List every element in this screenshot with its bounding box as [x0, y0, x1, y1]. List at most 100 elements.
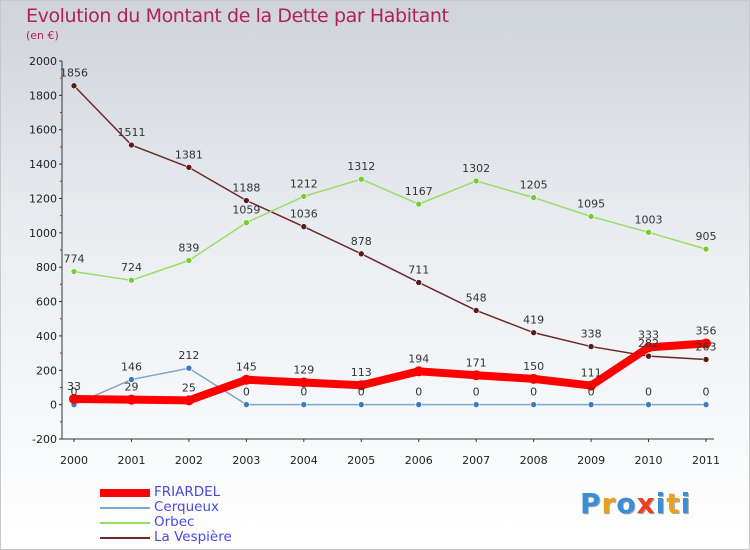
data-point [645, 352, 652, 360]
data-label: 338 [581, 328, 602, 341]
logo-letter: t [666, 487, 681, 520]
x-tick-label: 2004 [290, 454, 318, 467]
legend-label: FRIARDEL [154, 484, 221, 500]
data-point [356, 380, 367, 391]
data-label: 263 [696, 340, 717, 353]
data-point [183, 395, 194, 406]
data-label: 146 [121, 361, 142, 374]
data-point [587, 343, 595, 350]
data-point [530, 329, 537, 336]
x-tick-label: 2002 [175, 454, 203, 467]
data-point [300, 223, 308, 230]
logo-letter: r [601, 487, 617, 520]
data-point [357, 401, 365, 408]
series-line-2 [73, 178, 707, 281]
x-tick-label: 2006 [405, 454, 433, 467]
data-label: 145 [236, 361, 257, 374]
data-label: 0 [415, 386, 422, 399]
data-point [587, 213, 595, 220]
data-label: 1302 [462, 162, 490, 175]
data-point [586, 380, 597, 391]
data-point [70, 268, 78, 275]
data-point [413, 366, 424, 377]
data-point [300, 193, 308, 200]
data-label: 724 [121, 261, 142, 274]
x-tick-label: 2001 [117, 454, 145, 467]
y-tick-label: 0 [50, 399, 57, 412]
data-label: 548 [466, 291, 487, 304]
logo-letter: x [636, 487, 656, 520]
y-tick-label: 600 [36, 296, 57, 309]
data-point [528, 373, 539, 384]
data-label: 29 [124, 381, 138, 394]
data-point [126, 394, 137, 405]
data-point [185, 257, 193, 264]
data-label: 1212 [290, 177, 318, 190]
data-label: 0 [645, 386, 652, 399]
data-point [243, 197, 250, 204]
data-label: 0 [71, 386, 78, 399]
data-point [185, 364, 193, 372]
y-tick-label: 400 [36, 330, 57, 343]
data-label: 1856 [60, 67, 88, 80]
data-point [243, 401, 250, 408]
data-label: 839 [178, 241, 199, 254]
x-tick-label: 2008 [520, 454, 548, 467]
x-tick-label: 2000 [60, 454, 88, 467]
data-point [415, 401, 423, 408]
data-point [70, 82, 78, 90]
series-line-1 [73, 367, 707, 406]
logo-letter: o [616, 487, 637, 520]
data-label: 129 [293, 363, 314, 376]
data-point [702, 356, 710, 363]
data-label: 150 [523, 360, 544, 373]
y-tick-label: 1800 [29, 89, 57, 102]
data-label: 419 [523, 314, 544, 327]
legend-label: La Vespière [154, 529, 232, 545]
data-label: 111 [581, 367, 602, 380]
data-point [587, 401, 595, 408]
data-point [472, 307, 480, 314]
data-label: 282 [638, 337, 659, 350]
data-label: 33 [67, 380, 81, 393]
data-label: 1188 [232, 182, 260, 195]
data-label: 1205 [520, 179, 548, 192]
y-tick-label: 2000 [29, 55, 57, 68]
data-label: 1003 [635, 213, 663, 226]
data-label: 0 [300, 386, 307, 399]
data-label: 0 [243, 386, 250, 399]
y-tick-label: 800 [36, 261, 57, 274]
data-label: 1167 [405, 185, 433, 198]
legend-label: Cerqueux [154, 499, 220, 515]
legend-swatch [100, 537, 150, 539]
x-tick-label: 2010 [635, 454, 663, 467]
data-point [472, 177, 480, 185]
data-point [243, 219, 250, 226]
chart-title: Evolution du Montant de la Dette par Hab… [26, 5, 449, 27]
data-label: 1095 [577, 197, 605, 210]
y-tick-label: 200 [36, 364, 57, 377]
data-label: 212 [178, 349, 199, 362]
data-point [701, 338, 711, 349]
series-line-0 [70, 339, 710, 405]
logo-letter: i [655, 487, 667, 520]
x-tick-label: 2011 [692, 454, 720, 467]
proxiti-logo: Proxiti [580, 487, 691, 520]
legend-swatch [100, 507, 150, 509]
data-label: 1059 [232, 204, 260, 217]
data-label: 1511 [117, 126, 145, 139]
data-point [530, 194, 537, 201]
data-label: 0 [588, 386, 595, 399]
logo-letter: P [580, 487, 602, 520]
legend-swatch [100, 489, 150, 497]
data-point [128, 376, 135, 383]
y-tick-label: 1400 [29, 158, 57, 171]
data-point [128, 276, 135, 284]
data-label: 711 [408, 263, 429, 276]
data-label: 0 [473, 386, 480, 399]
data-label: 1312 [347, 160, 375, 173]
data-point [300, 401, 308, 408]
x-tick-label: 2009 [577, 454, 605, 467]
